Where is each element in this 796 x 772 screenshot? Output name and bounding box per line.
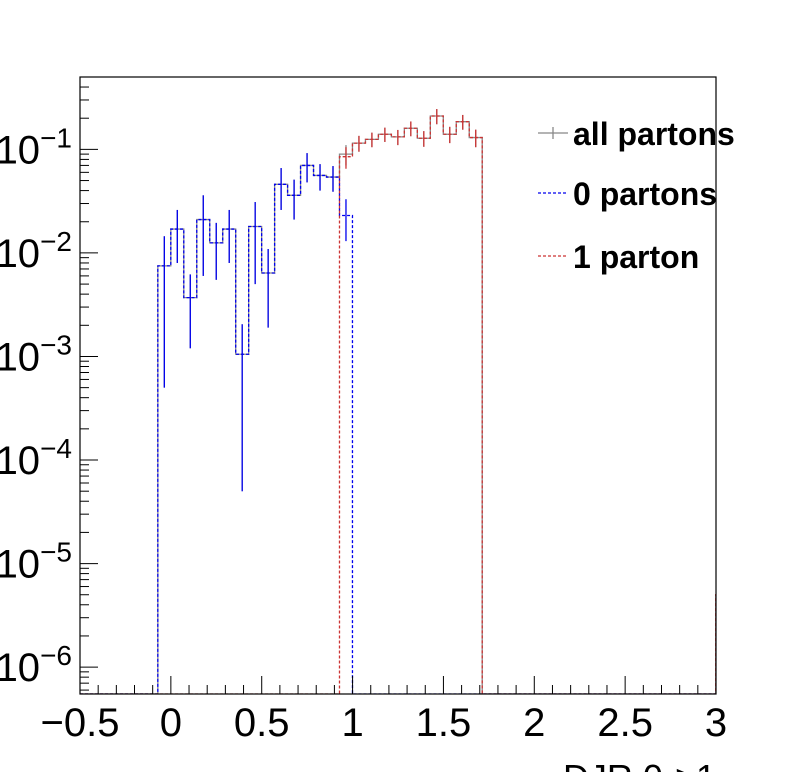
x-tick-label: 1.5 (416, 701, 472, 745)
y-tick-label: 10−5 (0, 537, 72, 587)
y-tick-label: 10−2 (0, 226, 72, 276)
legend-label: 1 parton (573, 239, 699, 275)
x-axis-title: DJR 0->1 (563, 757, 716, 772)
x-tick-label: 2.5 (597, 701, 653, 745)
series-0-partons (80, 153, 716, 694)
x-tick-label: 1 (341, 701, 363, 745)
series-step-line (80, 115, 716, 694)
axes-layer: −0.5 0 0.5 1 1.5 2 2.5 3 10−6 10−5 10−4 10−3 10−2 10−… (0, 76, 727, 745)
x-tick-label: 0 (160, 701, 182, 745)
x-tick-label: 2 (523, 701, 545, 745)
legend-label: 0 partons (573, 176, 717, 212)
legend: all partons 0 partons 1 parton (538, 116, 735, 275)
x-tick-label: 3 (705, 701, 727, 745)
y-tick-label: 10−6 (0, 640, 72, 690)
series-1-parton (80, 109, 716, 694)
y-tick-label: 10−3 (0, 329, 72, 379)
x-tick-label: −0.5 (41, 701, 120, 745)
series-layer (80, 109, 716, 694)
legend-label: all partons (573, 116, 735, 152)
y-tick-label: 10−1 (0, 122, 72, 172)
plot-frame (79, 76, 717, 695)
x-tick-label: 0.5 (234, 701, 290, 745)
y-tick-label: 10−4 (0, 433, 72, 483)
